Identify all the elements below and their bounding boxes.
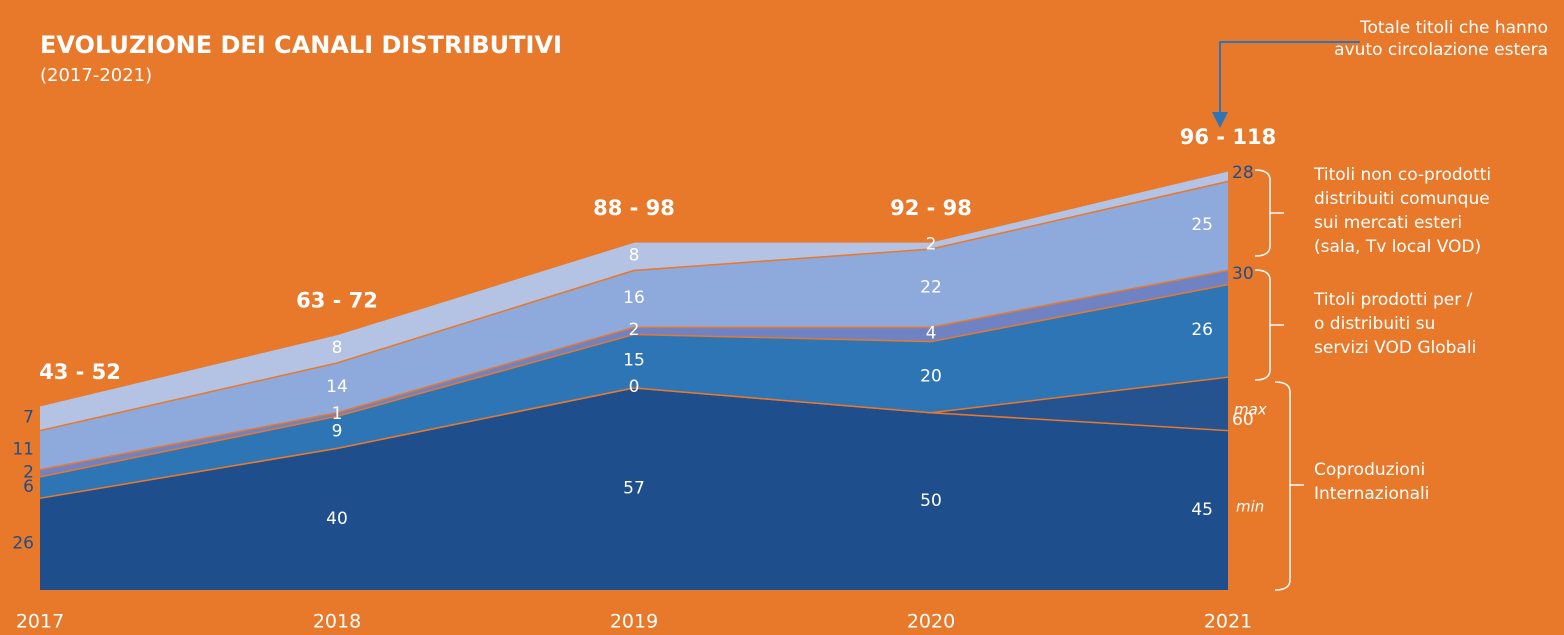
callout-arrow bbox=[1212, 112, 1228, 128]
data-label: 45 bbox=[1191, 500, 1213, 520]
data-label: 26 bbox=[1191, 320, 1213, 340]
group-label: Titoli prodotti per / bbox=[1313, 290, 1473, 310]
bracket bbox=[1254, 169, 1284, 257]
data-label: 2 bbox=[629, 320, 640, 340]
total-label: 60 bbox=[1232, 410, 1254, 430]
total-label: 30 bbox=[1232, 264, 1254, 284]
data-label: 6 bbox=[23, 477, 34, 497]
range-label: 63 - 72 bbox=[296, 289, 378, 313]
callout-text: avuto circolazione estera bbox=[1334, 40, 1548, 60]
data-label: 2 bbox=[926, 235, 937, 255]
data-label: 7 bbox=[23, 407, 34, 427]
chart-title: EVOLUZIONE DEI CANALI DISTRIBUTIVI bbox=[40, 31, 562, 59]
group-label: (sala, Tv local VOD) bbox=[1314, 237, 1481, 257]
group-label: Internazionali bbox=[1314, 484, 1429, 504]
range-label: 43 - 52 bbox=[39, 360, 121, 384]
min-label: min bbox=[1236, 498, 1264, 516]
data-label: 20 bbox=[920, 366, 942, 386]
area-band bbox=[40, 387, 1228, 590]
range-label: 88 - 98 bbox=[593, 196, 675, 220]
data-label: 9 bbox=[332, 422, 343, 442]
data-label: 50 bbox=[920, 491, 942, 511]
data-label: 2 bbox=[23, 463, 34, 483]
group-label: o distribuiti su bbox=[1314, 314, 1435, 334]
group-label: sui mercati esteri bbox=[1314, 213, 1462, 233]
data-label: 16 bbox=[623, 288, 645, 308]
data-label: 8 bbox=[629, 245, 640, 265]
data-label: 4 bbox=[926, 324, 937, 344]
data-label: 0 bbox=[629, 377, 640, 397]
data-label: 15 bbox=[623, 350, 645, 370]
data-label: 26 bbox=[12, 534, 34, 554]
max-label: max bbox=[1234, 401, 1267, 419]
data-label: 22 bbox=[920, 277, 942, 297]
group-label: Titoli non co-prodotti bbox=[1313, 165, 1491, 185]
x-tick-label: 2018 bbox=[313, 611, 361, 633]
bracket bbox=[1274, 381, 1304, 591]
area-band bbox=[40, 283, 1228, 498]
group-label: distribuiti comunque bbox=[1314, 189, 1490, 209]
range-label: 96 - 118 bbox=[1180, 125, 1276, 149]
x-tick-label: 2017 bbox=[16, 611, 64, 633]
bracket bbox=[1254, 269, 1284, 381]
data-label: 25 bbox=[1191, 215, 1213, 235]
x-tick-label: 2021 bbox=[1204, 611, 1252, 633]
callout-text: Totale titoli che hanno bbox=[1359, 18, 1548, 38]
group-label: Coproduzioni bbox=[1314, 460, 1425, 480]
data-label: 1 bbox=[332, 404, 343, 424]
data-label: 57 bbox=[623, 479, 645, 499]
data-label: 14 bbox=[326, 377, 348, 397]
group-label: servizi VOD Globali bbox=[1314, 338, 1476, 358]
range-label: 92 - 98 bbox=[890, 196, 972, 220]
band-edge bbox=[39, 374, 1229, 499]
band-edge bbox=[39, 168, 1229, 407]
area-band bbox=[40, 180, 1228, 469]
x-tick-label: 2020 bbox=[907, 611, 955, 633]
data-label: 8 bbox=[332, 338, 343, 358]
data-label: 40 bbox=[326, 509, 348, 529]
chart-subtitle: (2017-2021) bbox=[40, 65, 152, 86]
x-tick-label: 2019 bbox=[610, 611, 658, 633]
total-label: 28 bbox=[1232, 163, 1254, 183]
data-label: 11 bbox=[12, 439, 34, 459]
callout-line bbox=[1219, 41, 1360, 118]
